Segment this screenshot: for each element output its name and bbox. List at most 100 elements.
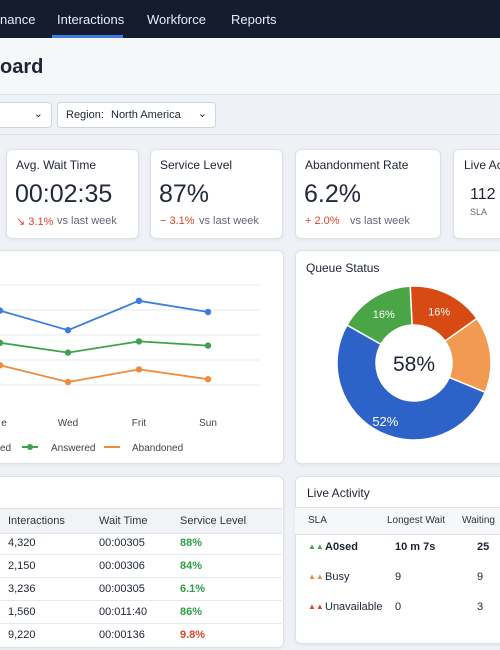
kpi-note: vs last week <box>57 215 117 227</box>
kpi-card <box>6 149 139 239</box>
kpi-title: Live Act <box>464 158 500 172</box>
status-icon: ▲▲ <box>308 572 324 581</box>
status-icon: ▲▲ <box>308 602 324 611</box>
region-label: Region: <box>66 109 104 121</box>
table-cell: 4,320 <box>8 537 36 549</box>
region-value: North America <box>111 109 181 121</box>
region-dropdown[interactable]: Region: North America ⌄ <box>57 102 216 128</box>
top-nav <box>0 0 500 38</box>
row-divider: 9,220 <box>0 623 282 624</box>
table-cell: 6.1% <box>180 583 206 595</box>
live-cell: 3 <box>477 601 484 613</box>
x-tick-label: Sun <box>199 418 217 429</box>
table-cell: 1,560 <box>8 606 36 618</box>
live-header: Waiting <box>462 515 495 526</box>
live-cell: 25 <box>477 541 490 553</box>
data-point <box>135 366 143 373</box>
x-tick-label: e <box>1 418 7 429</box>
kpi-change: + 2.0% <box>305 215 340 227</box>
header-bar <box>0 38 500 95</box>
data-point <box>64 327 72 334</box>
live-cell: Busy <box>325 571 350 583</box>
trend-card <box>0 250 284 464</box>
nav-tab[interactable]: Interactions <box>57 12 125 27</box>
live-header: SLA <box>308 515 327 526</box>
data-point <box>204 342 212 349</box>
legend-label: Answered <box>51 443 95 454</box>
kpi-note: vs last week <box>350 215 410 227</box>
nav-tab[interactable]: Reports <box>231 12 277 27</box>
table-cell: 00:00306 <box>99 560 145 572</box>
kpi-value: 112 <box>470 186 496 203</box>
row-divider: 3,236 <box>0 577 282 578</box>
donut-slice <box>345 285 413 346</box>
data-point <box>204 308 212 316</box>
slice-label: 16% <box>373 309 395 321</box>
series-line <box>0 364 209 383</box>
series-line <box>0 299 209 332</box>
row-divider: 1,560 <box>0 600 282 601</box>
table-cell: 00:00136 <box>99 629 145 641</box>
row-divider: 2,150 <box>0 554 282 555</box>
live-title: Live Activity <box>307 486 370 500</box>
live-header: Longest Wait <box>387 515 445 526</box>
live-cell: 0 <box>395 601 402 613</box>
legend-marker <box>27 444 33 450</box>
kpi-change: − 3.1% <box>160 215 195 227</box>
slice-label: 16% <box>428 306 450 318</box>
data-point <box>0 307 4 314</box>
data-point <box>204 376 212 383</box>
table-cell: 88% <box>180 537 203 549</box>
kpi-value: 6.2% <box>304 180 361 208</box>
data-point <box>135 338 143 345</box>
live-cell: 9 <box>477 571 484 583</box>
legend-label: ed <box>0 443 11 454</box>
table-cell: 9.8% <box>180 629 206 641</box>
kpi-title: Avg. Wait Time <box>16 158 97 172</box>
divider <box>0 134 500 135</box>
table-cell: 3,236 <box>8 583 36 595</box>
table-cell: 84% <box>180 560 203 572</box>
table-cell: 2,150 <box>8 560 36 572</box>
active-tab-indicator <box>52 35 123 38</box>
table-header: Service Level <box>180 515 247 527</box>
data-point <box>135 297 143 304</box>
data-point <box>64 378 72 386</box>
table-header: Wait Time <box>99 515 148 527</box>
live-cell: 10 m 7s <box>395 541 436 553</box>
table-cell: 00:00305 <box>99 583 145 595</box>
table-header-bg: Interactions <box>0 508 282 534</box>
kpi-card <box>453 149 500 239</box>
kpi-card <box>295 149 441 239</box>
live-header-bg: SLA <box>295 507 500 535</box>
donut-center-label: 58% <box>393 353 435 376</box>
table-header: Interactions <box>8 515 65 527</box>
data-point <box>64 349 72 356</box>
table-card <box>0 476 284 648</box>
live-cell: Unavailable <box>325 601 383 613</box>
legend-label: Abandoned <box>132 443 183 454</box>
filter-dropdown[interactable]: ⌄ <box>0 102 52 128</box>
data-point <box>0 339 4 346</box>
kpi-change: ↘ 3.1% <box>16 216 54 228</box>
x-tick-label: Frit <box>132 418 147 429</box>
x-tick-label: Wed <box>58 418 78 429</box>
nav-tab[interactable]: nance <box>0 12 36 27</box>
kpi-note: SLA <box>470 207 488 217</box>
data-point <box>0 362 4 369</box>
queue-title: Queue Status <box>306 261 380 275</box>
kpi-note: vs last week <box>199 215 259 227</box>
kpi-value: 87% <box>159 180 210 208</box>
donut-slice <box>336 324 487 441</box>
kpi-card <box>150 149 283 239</box>
series-line <box>0 340 209 354</box>
live-cell: A0sed <box>325 541 359 553</box>
table-cell: 00:011:40 <box>99 606 148 618</box>
nav-tab[interactable]: Workforce <box>147 12 206 27</box>
kpi-title: Service Level <box>160 158 233 172</box>
slice-label: 52% <box>372 414 398 429</box>
kpi-value: 00:02:35 <box>15 180 113 208</box>
live-card <box>295 476 500 644</box>
